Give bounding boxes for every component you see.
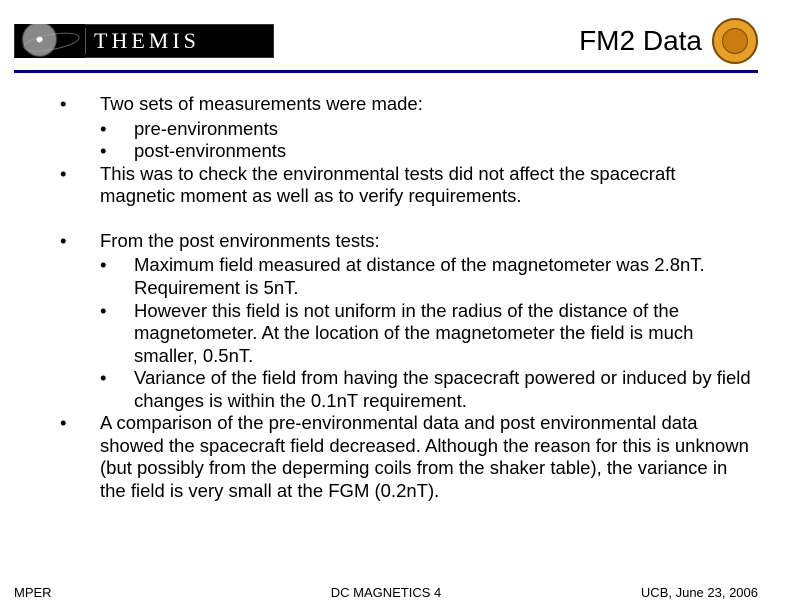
slide-body: • Two sets of measurements were made: • …	[0, 73, 792, 503]
mission-seal-icon	[712, 18, 758, 64]
footer-center: DC MAGNETICS 4	[14, 585, 758, 600]
slide-header: THEMIS FM2 Data	[0, 0, 792, 64]
bullet-3-2: • However this field is not uniform in t…	[100, 300, 752, 368]
slide-footer: MPER DC MAGNETICS 4 UCB, June 23, 2006	[14, 585, 758, 600]
bullet-1: • Two sets of measurements were made:	[60, 93, 752, 116]
bullet-1-2: • post-environments	[100, 140, 752, 163]
themis-logo: THEMIS	[14, 24, 274, 58]
bullet-1-1: • pre-environments	[100, 118, 752, 141]
bullet-3-1: • Maximum field measured at distance of …	[100, 254, 752, 299]
bullet-3-3: • Variance of the field from having the …	[100, 367, 752, 412]
seal-inner	[722, 28, 748, 54]
bullet-3-text: From the post environments tests:	[100, 230, 752, 253]
logo-text: THEMIS	[85, 28, 273, 54]
bullet-1-text: Two sets of measurements were made:	[100, 93, 752, 116]
bullet-2: • This was to check the environmental te…	[60, 163, 752, 208]
title-wrap: FM2 Data	[579, 18, 758, 64]
page-title: FM2 Data	[579, 25, 702, 57]
logo-planet-graphic	[15, 24, 85, 58]
bullet-3: • From the post environments tests:	[60, 230, 752, 253]
bullet-4: • A comparison of the pre-environmental …	[60, 412, 752, 502]
